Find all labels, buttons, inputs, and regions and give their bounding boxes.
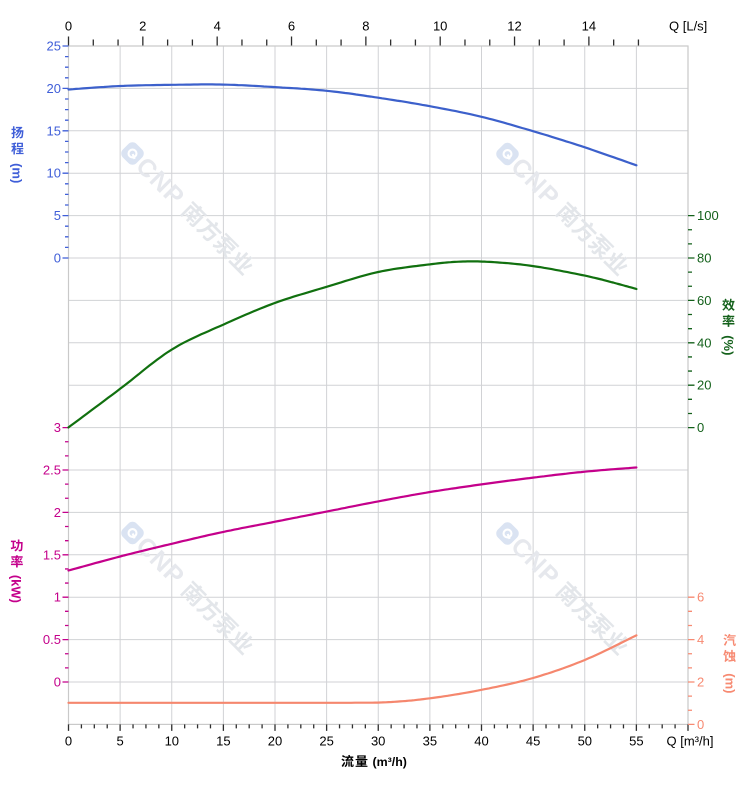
svg-text:35: 35	[423, 734, 437, 749]
svg-text:55: 55	[629, 734, 643, 749]
svg-text:0: 0	[697, 717, 704, 732]
svg-text:1.5: 1.5	[43, 547, 61, 562]
svg-text:5: 5	[116, 734, 123, 749]
svg-text:0.5: 0.5	[43, 632, 61, 647]
svg-text:Q [m³/h]: Q [m³/h]	[667, 734, 714, 749]
svg-text:10: 10	[47, 166, 61, 181]
svg-text:40: 40	[474, 734, 488, 749]
svg-text:1: 1	[54, 590, 61, 605]
svg-text:2: 2	[139, 19, 146, 34]
svg-text:30: 30	[371, 734, 385, 749]
svg-text:20: 20	[268, 734, 282, 749]
svg-text:40: 40	[697, 335, 711, 350]
svg-text:0: 0	[54, 251, 61, 266]
svg-text:10: 10	[433, 19, 447, 34]
svg-text:4: 4	[697, 632, 704, 647]
svg-text:(kW): (kW)	[8, 575, 23, 603]
svg-text:45: 45	[526, 734, 540, 749]
svg-text:15: 15	[216, 734, 230, 749]
svg-text:0: 0	[65, 734, 72, 749]
svg-text:25: 25	[319, 734, 333, 749]
svg-text:80: 80	[697, 251, 711, 266]
svg-text:2: 2	[697, 675, 704, 690]
svg-text:25: 25	[47, 39, 61, 54]
svg-text:Q [L/s]: Q [L/s]	[669, 19, 707, 34]
svg-text:0: 0	[697, 420, 704, 435]
svg-text:4: 4	[214, 19, 221, 34]
svg-text:(m): (m)	[723, 673, 738, 693]
svg-text:8: 8	[362, 19, 369, 34]
svg-text:50: 50	[578, 734, 592, 749]
svg-text:20: 20	[697, 378, 711, 393]
svg-text:100: 100	[697, 208, 719, 223]
svg-text:15: 15	[47, 123, 61, 138]
svg-text:2: 2	[54, 505, 61, 520]
svg-text:6: 6	[697, 590, 704, 605]
svg-text:12: 12	[507, 19, 521, 34]
svg-text:(m): (m)	[10, 163, 25, 183]
svg-text:3: 3	[54, 420, 61, 435]
svg-text:6: 6	[288, 19, 295, 34]
svg-text:(%): (%)	[721, 335, 736, 355]
svg-text:10: 10	[165, 734, 179, 749]
svg-text:0: 0	[65, 19, 72, 34]
svg-text:0: 0	[54, 675, 61, 690]
svg-text:2.5: 2.5	[43, 463, 61, 478]
svg-text:5: 5	[54, 208, 61, 223]
svg-text:14: 14	[582, 19, 596, 34]
svg-text:60: 60	[697, 293, 711, 308]
svg-text:(m³/h): (m³/h)	[373, 755, 407, 769]
svg-text:20: 20	[47, 81, 61, 96]
